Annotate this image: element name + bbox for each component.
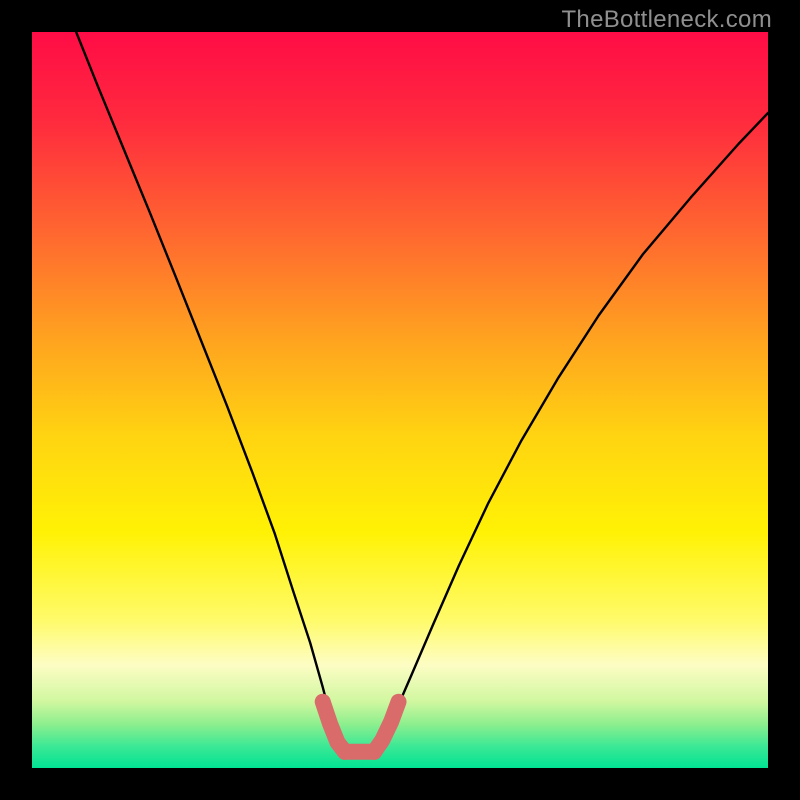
plot-area bbox=[32, 32, 768, 768]
v-curve bbox=[76, 32, 768, 757]
curves-svg bbox=[32, 32, 768, 768]
watermark-text: TheBottleneck.com bbox=[561, 6, 772, 34]
outer-frame: TheBottleneck.com bbox=[0, 0, 800, 800]
highlight-segment-2 bbox=[374, 702, 398, 752]
highlight-segment-0 bbox=[323, 702, 345, 752]
